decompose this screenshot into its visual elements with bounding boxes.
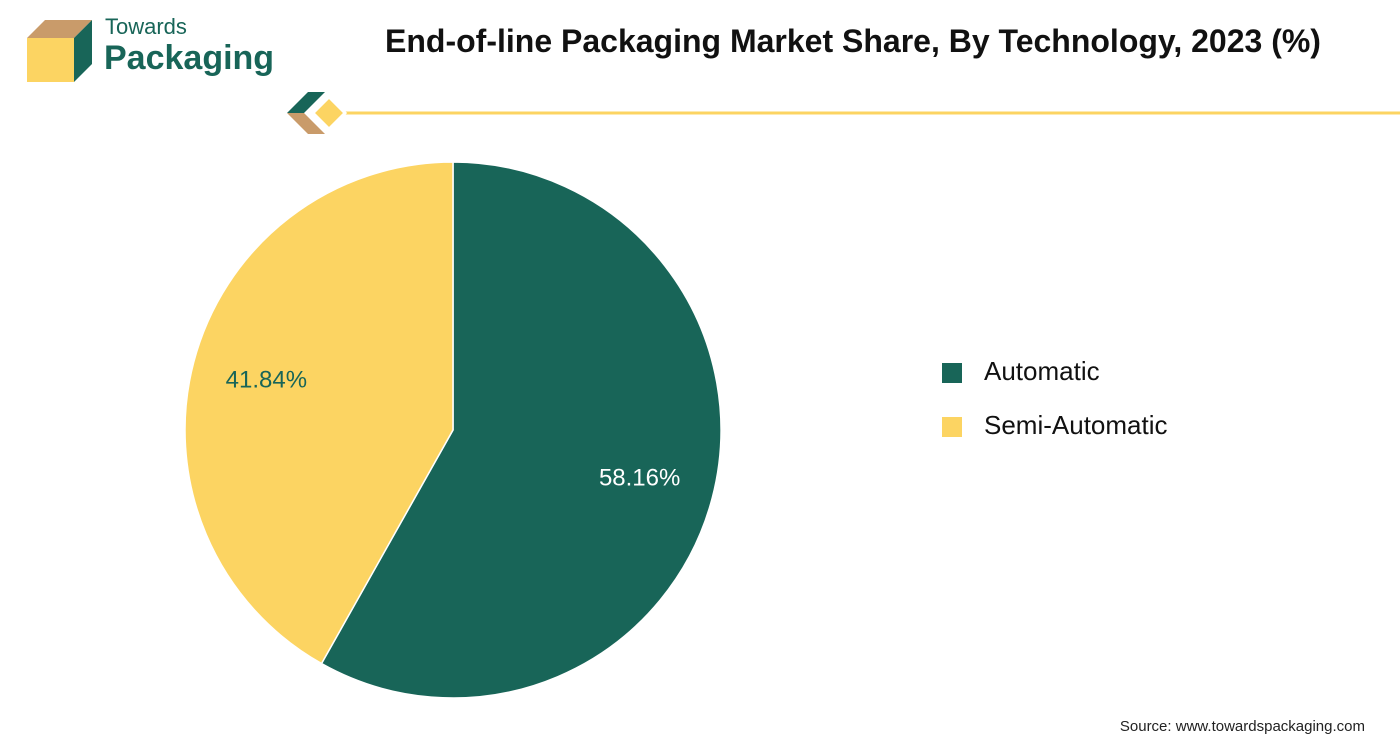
logo-icon bbox=[27, 20, 92, 82]
chart-title: End-of-line Packaging Market Share, By T… bbox=[385, 23, 1321, 59]
legend-label: Semi-Automatic bbox=[984, 410, 1168, 440]
legend-swatch bbox=[942, 417, 962, 437]
value-label: 58.16% bbox=[599, 464, 680, 491]
logo-line2: Packaging bbox=[104, 39, 274, 77]
legend-swatch bbox=[942, 363, 962, 383]
pie-slice bbox=[320, 161, 722, 699]
legend-label: Automatic bbox=[984, 356, 1100, 386]
value-label: 41.84% bbox=[226, 366, 307, 393]
pie-slice bbox=[184, 161, 454, 665]
divider bbox=[287, 92, 1400, 134]
source: Source: www.towardspackaging.com bbox=[1120, 718, 1365, 735]
logo-line1: Towards bbox=[105, 14, 187, 39]
